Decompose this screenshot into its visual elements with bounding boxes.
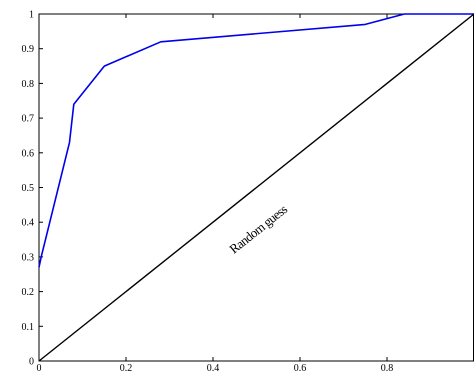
- y-tick-label: 0.6: [22, 148, 35, 159]
- y-tick-label: 0.2: [22, 287, 35, 298]
- random-guess-label: Random guess: [226, 201, 290, 256]
- x-tick-label: 0.2: [120, 363, 133, 374]
- y-tick-label: 1: [29, 10, 34, 21]
- y-tick-label: 0.9: [22, 44, 35, 55]
- x-tick-label: 0: [37, 363, 42, 374]
- random-guess-line: [38, 13, 474, 362]
- roc-curve-line: [38, 13, 474, 268]
- y-tick-label: 0.7: [22, 114, 35, 125]
- x-tick-labels: 0 0.2 0.4 0.6 0.8: [37, 363, 394, 374]
- series-lines: [38, 13, 474, 362]
- annotations: Random guess: [226, 201, 290, 256]
- y-tick-label: 0: [29, 357, 34, 368]
- x-tick-label: 0.8: [381, 363, 394, 374]
- y-tick-label: 0.1: [22, 322, 35, 333]
- y-tick-label: 0.3: [22, 252, 35, 263]
- x-tick-label: 0.6: [294, 363, 307, 374]
- y-tick-label: 0.5: [22, 183, 35, 194]
- y-tick-labels: 0 0.1 0.2 0.3 0.4 0.5 0.6 0.7 0.8 0.9 1: [22, 10, 35, 368]
- y-tick-label: 0.4: [22, 218, 35, 229]
- y-tick-label: 0.8: [22, 79, 35, 90]
- x-tick-label: 0.4: [207, 363, 220, 374]
- tick-marks: [38, 13, 388, 362]
